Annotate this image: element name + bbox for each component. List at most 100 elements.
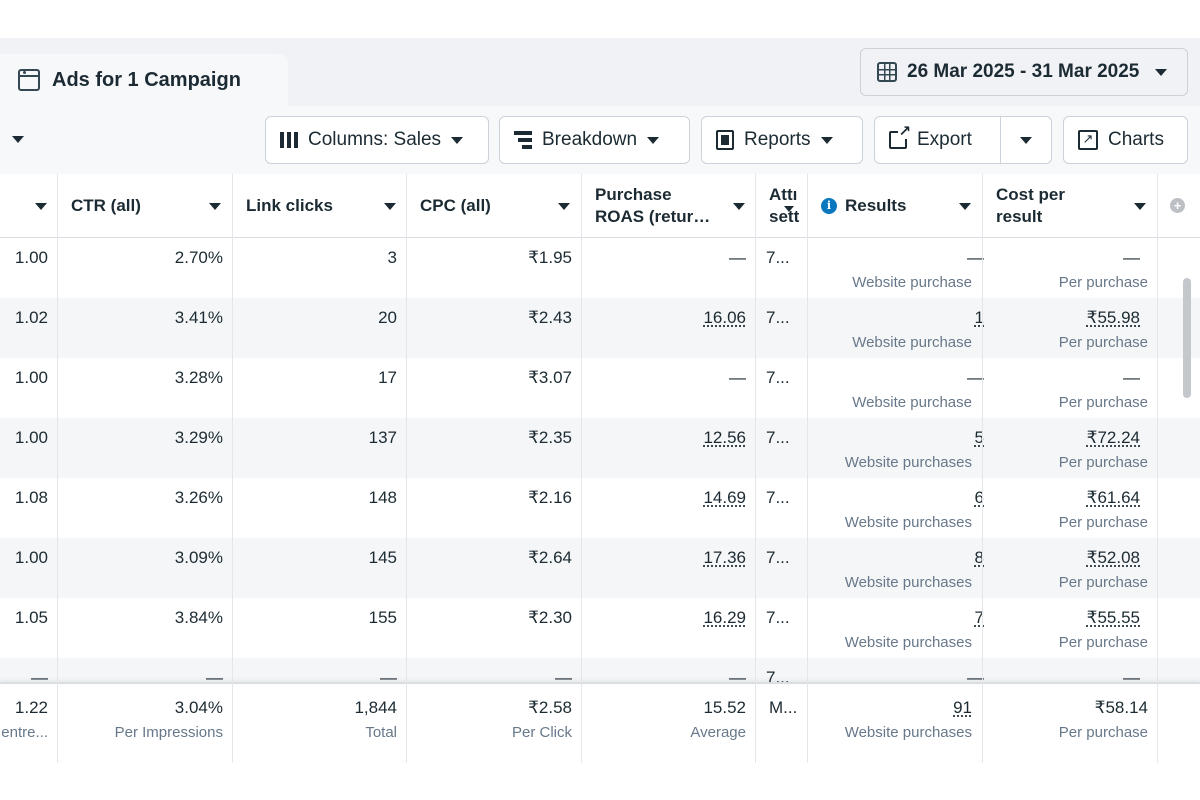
dropdown-caret-icon[interactable] — [12, 136, 24, 143]
sort-caret-icon[interactable] — [784, 206, 794, 212]
table-row[interactable]: 1.00 3.28% 17 ₹3.07 — — Website purchase — Per p… — [0, 358, 1200, 418]
cell-cost-per-result-sub: Per purchase — [1058, 334, 1148, 351]
sort-caret-icon[interactable] — [1134, 203, 1146, 210]
cell-purchase-roas[interactable]: 12.56 — [703, 428, 746, 447]
cell-ctr: 3.28% — [174, 368, 223, 387]
table-header: CTR (all) Link clicks CPC (all) Purchase… — [0, 174, 1200, 238]
cell-cost-per-result[interactable]: ₹55.98 — [1086, 308, 1140, 327]
table-row[interactable]: 1.05 3.84% 155 ₹2.30 16.29 7 Website purchases… — [0, 598, 1200, 658]
header-cpc[interactable]: CPC (all) — [420, 174, 491, 238]
header-cpr-line1: Cost per — [996, 185, 1065, 204]
info-icon[interactable]: i — [821, 198, 837, 214]
cell-purchase-roas[interactable]: 17.36 — [703, 548, 746, 567]
cell-results[interactable]: 5 — [974, 428, 984, 447]
cell-purchase-roas[interactable]: 16.06 — [703, 308, 746, 327]
column-divider — [807, 174, 808, 763]
total-cost-per-result: ₹58.14 — [1094, 698, 1148, 717]
cell-cpc: ₹1.95 — [528, 248, 572, 267]
export-button[interactable]: Export — [874, 116, 1001, 164]
cell-attribution-setting: 7... — [766, 608, 790, 627]
cell-ctr: 3.84% — [174, 608, 223, 627]
sort-caret-icon[interactable] — [558, 203, 570, 210]
cell-cpc: ₹2.30 — [528, 608, 572, 627]
header-results-label: Results — [845, 196, 907, 215]
header-cost-per-result[interactable]: Cost per result — [996, 174, 1065, 238]
cell-cost-per-result[interactable]: ₹52.08 — [1086, 548, 1140, 567]
sort-caret-icon[interactable] — [384, 203, 396, 210]
total-cpc-sub: Per Click — [511, 724, 572, 741]
total-frequency-sub: entre... — [1, 724, 48, 741]
cell-cost-per-result: — — [1123, 248, 1140, 267]
chevron-down-icon — [1155, 68, 1168, 76]
cell-link-clicks: 17 — [378, 368, 397, 387]
cell-cpc: ₹3.07 — [528, 368, 572, 387]
breakdown-button[interactable]: Breakdown — [499, 116, 690, 164]
plus-circle-icon[interactable]: + — [1170, 198, 1185, 213]
table-row[interactable]: 1.00 3.09% 145 ₹2.64 17.36 8 Website purchases… — [0, 538, 1200, 598]
cell-results[interactable]: 8 — [974, 548, 984, 567]
cell-purchase-roas[interactable]: 14.69 — [703, 488, 746, 507]
columns-button[interactable]: Columns: Sales — [265, 116, 489, 164]
breakdown-label: Breakdown — [542, 129, 638, 150]
columns-icon — [280, 132, 298, 148]
cell-cost-per-result-sub: Per purchase — [1058, 574, 1148, 591]
cell-results: — — [967, 368, 984, 387]
cell-link-clicks: 145 — [368, 548, 397, 567]
ads-table: CTR (all) Link clicks CPC (all) Purchase… — [0, 174, 1200, 763]
sort-caret-icon[interactable] — [959, 203, 971, 210]
sort-caret-icon[interactable] — [733, 203, 745, 210]
cell-purchase-roas: — — [729, 248, 746, 267]
cell-attribution-setting: 7... — [766, 248, 790, 267]
columns-label: Columns: Sales — [308, 129, 442, 150]
total-results[interactable]: 91 — [953, 698, 972, 717]
table-row[interactable]: 1.00 3.29% 137 ₹2.35 12.56 5 Website purchases… — [0, 418, 1200, 478]
cell-purchase-roas[interactable]: 16.29 — [703, 608, 746, 627]
cell-attribution-setting: 7... — [766, 308, 790, 327]
cell-frequency: 1.02 — [14, 308, 48, 327]
cell-cost-per-result-sub: Per purchase — [1058, 514, 1148, 531]
header-cpr-line2: result — [996, 207, 1043, 226]
cell-cpc: ₹2.16 — [528, 488, 572, 507]
cell-frequency: 1.00 — [14, 428, 48, 447]
charts-icon: ↗ — [1078, 130, 1098, 150]
charts-button[interactable]: ↗ Charts — [1063, 116, 1188, 164]
header-ctr-label: CTR (all) — [71, 196, 141, 215]
header-link-clicks[interactable]: Link clicks — [246, 174, 333, 238]
cell-results-sub: Website purchases — [844, 574, 972, 591]
sort-caret-icon[interactable] — [209, 203, 221, 210]
cell-cost-per-result[interactable]: ₹61.64 — [1086, 488, 1140, 507]
cell-cpc: ₹2.43 — [528, 308, 572, 327]
header-roas-line2: ROAS (retur… — [595, 207, 711, 226]
tab-ads-for-campaign[interactable]: Ads for 1 Campaign — [0, 54, 288, 106]
chevron-down-icon — [1020, 136, 1032, 144]
table-row[interactable]: 1.00 2.70% 3 ₹1.95 — — Website purchase — Per pu… — [0, 238, 1200, 298]
column-divider — [581, 174, 582, 763]
header-results[interactable]: i Results — [821, 174, 906, 238]
total-attribution: M... — [769, 698, 798, 717]
table-row[interactable]: 1.08 3.26% 148 ₹2.16 14.69 6 Website purchases… — [0, 478, 1200, 538]
reports-button[interactable]: Reports — [701, 116, 863, 164]
cell-link-clicks: 20 — [378, 308, 397, 327]
header-ctr[interactable]: CTR (all) — [71, 174, 141, 238]
column-divider — [406, 174, 407, 763]
cell-results[interactable]: 7 — [974, 608, 984, 627]
charts-label: Charts — [1108, 129, 1164, 150]
date-range-picker[interactable]: 26 Mar 2025 - 31 Mar 2025 — [860, 48, 1188, 96]
column-divider — [755, 174, 756, 763]
total-cpc: ₹2.58 — [528, 698, 572, 717]
export-options-button[interactable] — [1000, 116, 1052, 164]
cell-cost-per-result[interactable]: ₹55.55 — [1086, 608, 1140, 627]
cell-results[interactable]: 6 — [974, 488, 984, 507]
cell-cost-per-result[interactable]: ₹72.24 — [1086, 428, 1140, 447]
cell-cost-per-result-sub: Per purchase — [1058, 454, 1148, 471]
cell-results-sub: Website purchase — [852, 394, 972, 411]
total-frequency: 1.22 — [14, 698, 48, 717]
sort-caret-icon[interactable] — [35, 203, 47, 210]
cell-results[interactable]: 1 — [974, 308, 984, 327]
total-link-clicks: 1,844 — [354, 698, 397, 717]
total-ctr: 3.04% — [174, 698, 223, 717]
header-purchase-roas[interactable]: Purchase ROAS (retur… — [595, 174, 710, 238]
vertical-scrollbar[interactable] — [1183, 278, 1191, 398]
column-divider — [1157, 174, 1158, 763]
table-row[interactable]: 1.02 3.41% 20 ₹2.43 16.06 1 Website purchase ₹5… — [0, 298, 1200, 358]
